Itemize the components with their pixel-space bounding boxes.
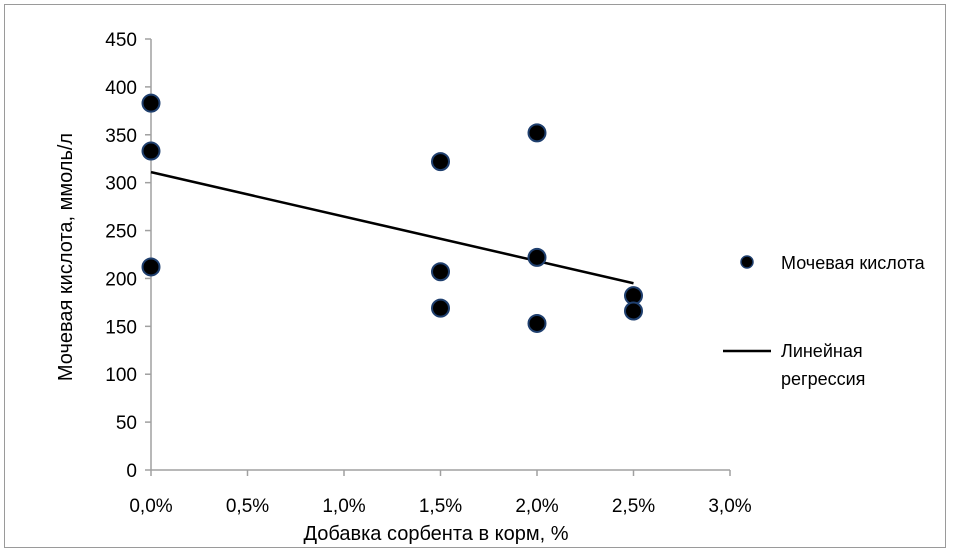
- data-point: [527, 247, 547, 267]
- legend-label-regression-line1: Линейная: [781, 341, 863, 361]
- y-tick-label: 400: [105, 78, 137, 99]
- x-tick-label: 1,5%: [419, 496, 462, 517]
- x-tick-label: 1,0%: [322, 496, 365, 517]
- chart-frame: [4, 4, 946, 548]
- axes: 0 50 100 150 200 250 300 350 400 450 0,0% 0,5% 1,0% 1…: [105, 30, 751, 517]
- x-tick-label: 2,5%: [612, 496, 655, 517]
- x-tick-label: 0,5%: [226, 496, 269, 517]
- y-tick-label: 100: [105, 365, 137, 386]
- legend-label-series: Мочевая кислота: [781, 253, 926, 273]
- x-axis-title: Добавка сорбента в корм, %: [303, 523, 568, 545]
- regression-line: [150, 170, 634, 285]
- legend: Мочевая кислота Линейная регрессия: [723, 253, 926, 389]
- y-tick-label: 50: [116, 413, 137, 434]
- data-point: [141, 257, 161, 277]
- data-point: [431, 298, 450, 318]
- legend-marker-dot: [740, 255, 754, 269]
- y-tick-label: 150: [105, 317, 137, 338]
- y-tick-label: 200: [105, 269, 137, 290]
- y-tick-label: 0: [126, 461, 137, 482]
- y-tick-label: 250: [105, 222, 137, 243]
- data-point: [527, 313, 547, 333]
- data-point: [431, 152, 450, 172]
- data-point: [624, 301, 643, 321]
- x-tick-label: 2,0%: [515, 496, 558, 517]
- plot-marks: [141, 93, 643, 333]
- x-tick-label: 0,0%: [129, 496, 172, 517]
- x-tick-label: 3,0%: [708, 496, 751, 517]
- data-point: [141, 93, 161, 113]
- data-point: [431, 262, 450, 282]
- y-tick-label: 450: [105, 30, 137, 51]
- legend-label-regression-line2: регрессия: [781, 369, 865, 389]
- y-axis-title: Мочевая кислота, ммоль/л: [55, 133, 77, 381]
- data-point: [527, 123, 547, 143]
- y-tick-label: 300: [105, 174, 137, 195]
- y-tick-label: 350: [105, 126, 137, 147]
- data-point: [141, 141, 161, 161]
